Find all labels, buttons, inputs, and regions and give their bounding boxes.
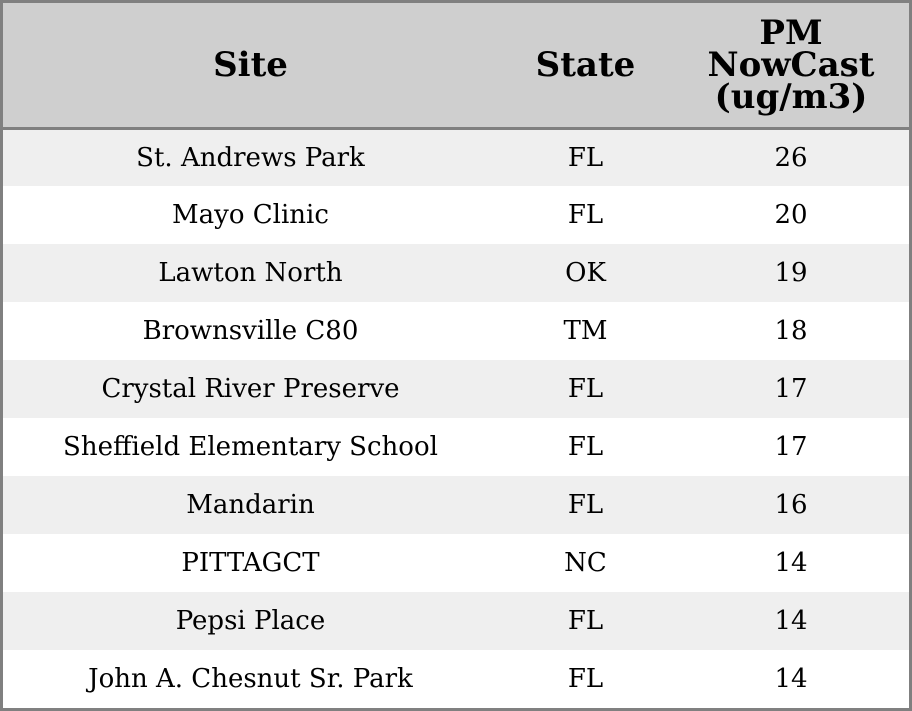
- table-header: Site State PM NowCast (ug/m3): [3, 3, 909, 130]
- site-cell: PITTAGCT: [181, 548, 320, 578]
- pm-value-cell: 16: [774, 490, 808, 520]
- site-cell: John A. Chesnut Sr. Park: [88, 664, 413, 694]
- site-cell: Mayo Clinic: [172, 200, 329, 230]
- pm-value-cell: 20: [774, 200, 808, 230]
- state-cell: TM: [563, 316, 608, 346]
- table-body: St. Andrews Park FL 26 Mayo Clinic FL 20…: [3, 128, 909, 708]
- site-cell: Pepsi Place: [175, 606, 326, 636]
- table-row: Sheffield Elementary School FL 17: [3, 418, 909, 476]
- state-cell: FL: [567, 142, 604, 173]
- site-cell: Sheffield Elementary School: [63, 432, 438, 462]
- table-row: John A. Chesnut Sr. Park FL 14: [3, 650, 909, 708]
- state-cell: FL: [567, 664, 604, 694]
- site-cell: Mandarin: [186, 490, 315, 520]
- state-cell: FL: [567, 490, 604, 520]
- column-header-pm-nowcast: PM NowCast (ug/m3): [673, 3, 909, 130]
- site-cell: Lawton North: [158, 258, 343, 288]
- site-cell: Brownsville C80: [142, 316, 359, 346]
- state-cell: FL: [567, 606, 604, 636]
- pm-value-cell: 18: [774, 316, 808, 346]
- table-row: Mayo Clinic FL 20: [3, 186, 909, 244]
- column-header-site: Site: [3, 3, 498, 130]
- pm-value-cell: 17: [774, 374, 808, 404]
- state-cell: FL: [567, 200, 604, 230]
- column-header-state: State: [498, 3, 673, 130]
- table-row: PITTAGCT NC 14: [3, 534, 909, 592]
- state-cell: FL: [567, 432, 604, 462]
- pm-value-cell: 19: [774, 258, 808, 288]
- pm-value-cell: 17: [774, 432, 808, 462]
- table-row: Mandarin FL 16: [3, 476, 909, 534]
- state-cell: FL: [567, 374, 604, 404]
- table-row: Brownsville C80 TM 18: [3, 302, 909, 360]
- pm-value-cell: 26: [774, 142, 808, 173]
- table-row: Pepsi Place FL 14: [3, 592, 909, 650]
- pm-value-cell: 14: [774, 664, 808, 694]
- state-cell: NC: [564, 548, 607, 578]
- pm-value-cell: 14: [774, 606, 808, 636]
- pm-value-cell: 14: [774, 548, 808, 578]
- state-cell: OK: [565, 258, 606, 288]
- table-row: Crystal River Preserve FL 17: [3, 360, 909, 418]
- header-row: Site State PM NowCast (ug/m3): [3, 3, 909, 130]
- site-cell: St. Andrews Park: [136, 142, 365, 173]
- table-row: St. Andrews Park FL 26: [3, 128, 909, 186]
- table-row: Lawton North OK 19: [3, 244, 909, 302]
- pm-nowcast-table: Site State PM NowCast (ug/m3) St. Andrew…: [3, 3, 909, 708]
- site-cell: Crystal River Preserve: [101, 374, 400, 404]
